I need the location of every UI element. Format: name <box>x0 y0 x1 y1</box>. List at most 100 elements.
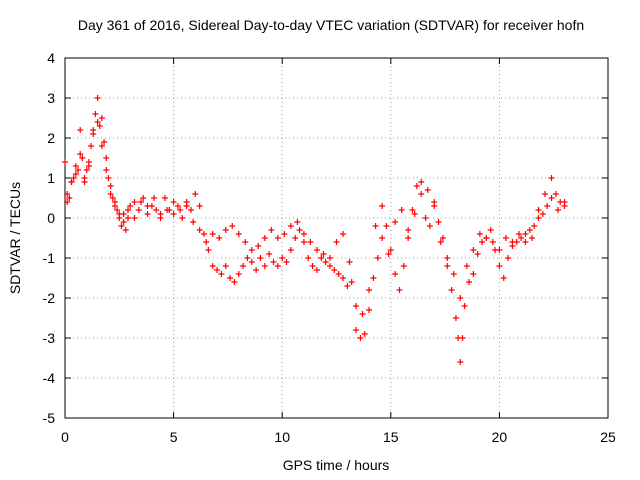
data-point <box>398 207 405 213</box>
data-point <box>418 179 425 185</box>
data-point <box>359 311 366 317</box>
data-point <box>487 227 494 233</box>
data-point <box>203 239 210 245</box>
data-point <box>528 235 535 241</box>
data-point <box>333 239 340 245</box>
data-point <box>151 195 158 201</box>
data-point <box>174 203 181 209</box>
data-point <box>379 203 386 209</box>
data-point <box>309 263 316 269</box>
data-point <box>214 267 221 273</box>
data-point <box>370 275 377 281</box>
data-point <box>77 151 84 157</box>
data-point <box>64 191 71 197</box>
x-tick-label: 0 <box>61 429 69 445</box>
data-point <box>331 267 338 273</box>
data-point <box>70 175 77 181</box>
x-axis-label: GPS time / hours <box>283 457 390 473</box>
data-point <box>470 247 477 253</box>
chart-title: Day 361 of 2016, Sidereal Day-to-day VTE… <box>78 17 584 33</box>
data-point <box>205 247 212 253</box>
data-point <box>90 131 97 137</box>
data-point <box>144 211 151 217</box>
data-point <box>326 263 333 269</box>
data-point <box>261 235 268 241</box>
data-point <box>66 195 73 201</box>
data-point <box>322 259 329 265</box>
data-point <box>231 279 238 285</box>
data-point <box>463 263 470 269</box>
data-point <box>366 287 373 293</box>
data-point <box>496 247 503 253</box>
data-point <box>77 127 84 133</box>
data-point <box>114 207 121 213</box>
data-point <box>144 203 151 209</box>
data-point <box>344 283 351 289</box>
data-point <box>307 239 314 245</box>
data-point <box>405 227 412 233</box>
data-point <box>372 223 379 229</box>
x-tick-label: 10 <box>274 429 290 445</box>
data-point <box>201 231 208 237</box>
data-point <box>435 219 442 225</box>
data-point <box>179 215 186 221</box>
data-point <box>218 271 225 277</box>
data-point <box>535 215 542 221</box>
data-point <box>253 267 260 273</box>
data-point <box>124 207 131 213</box>
data-point <box>274 263 281 269</box>
data-point <box>135 207 142 213</box>
data-point <box>526 227 533 233</box>
data-point <box>294 219 301 225</box>
data-point <box>476 231 483 237</box>
data-point <box>544 203 551 209</box>
data-point <box>548 175 555 181</box>
data-point <box>161 195 168 201</box>
data-point <box>292 235 299 241</box>
data-point <box>266 251 273 257</box>
y-tick-label: 4 <box>47 50 55 66</box>
data-point <box>98 115 105 121</box>
data-point <box>418 191 425 197</box>
data-point <box>183 203 190 209</box>
data-point <box>283 259 290 265</box>
data-point <box>190 219 197 225</box>
data-point <box>222 263 229 269</box>
data-point <box>437 239 444 245</box>
data-point <box>374 255 381 261</box>
data-point <box>138 199 145 205</box>
x-tick-label: 25 <box>600 429 616 445</box>
data-point <box>75 167 82 173</box>
data-point <box>522 231 529 237</box>
data-point <box>270 259 277 265</box>
y-tick-label: -5 <box>43 410 56 426</box>
data-point <box>387 247 394 253</box>
data-point <box>81 179 88 185</box>
data-point <box>131 199 138 205</box>
data-point <box>187 207 194 213</box>
data-point <box>383 223 390 229</box>
data-point <box>88 143 95 149</box>
data-point <box>379 235 386 241</box>
data-point <box>116 211 123 217</box>
data-point <box>72 163 79 169</box>
data-point <box>452 315 459 321</box>
data-point <box>313 247 320 253</box>
data-point <box>411 211 418 217</box>
data-point <box>140 195 147 201</box>
data-point <box>357 335 364 341</box>
data-point <box>107 183 114 189</box>
data-point <box>431 199 438 205</box>
data-point <box>465 279 472 285</box>
data-point <box>396 287 403 293</box>
data-point <box>120 219 127 225</box>
data-point <box>109 195 116 201</box>
data-point <box>340 275 347 281</box>
data-point <box>459 335 466 341</box>
data-point <box>216 235 223 241</box>
data-point <box>518 235 525 241</box>
y-axis-label: SDTVAR / TECUs <box>7 182 23 294</box>
y-tick-label: 3 <box>47 90 55 106</box>
data-point <box>196 203 203 209</box>
data-point <box>261 263 268 269</box>
